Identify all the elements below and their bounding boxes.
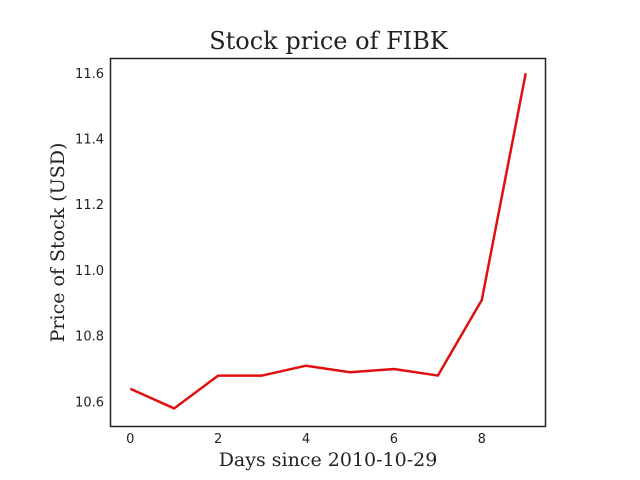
x-tick-label: 6 bbox=[390, 432, 398, 447]
y-tick-label: 11.0 bbox=[75, 264, 104, 279]
y-tick-label: 11.6 bbox=[75, 67, 104, 82]
series-line bbox=[129, 73, 527, 410]
y-tick-label: 11.4 bbox=[75, 133, 104, 148]
x-axis-label: Days since 2010-10-29 bbox=[219, 449, 438, 471]
y-tick-label: 10.6 bbox=[75, 395, 104, 410]
plot-frame bbox=[109, 57, 547, 428]
x-tick-label: 8 bbox=[478, 432, 486, 447]
y-tick-label: 10.8 bbox=[75, 330, 104, 345]
x-tick-label: 2 bbox=[214, 432, 222, 447]
y-axis-label: Price of Stock (USD) bbox=[47, 143, 69, 343]
x-tick-label: 4 bbox=[302, 432, 310, 447]
chart-title: Stock price of FIBK bbox=[209, 27, 449, 55]
x-tick-label: 0 bbox=[126, 432, 134, 447]
y-tick-label: 11.2 bbox=[75, 198, 104, 213]
